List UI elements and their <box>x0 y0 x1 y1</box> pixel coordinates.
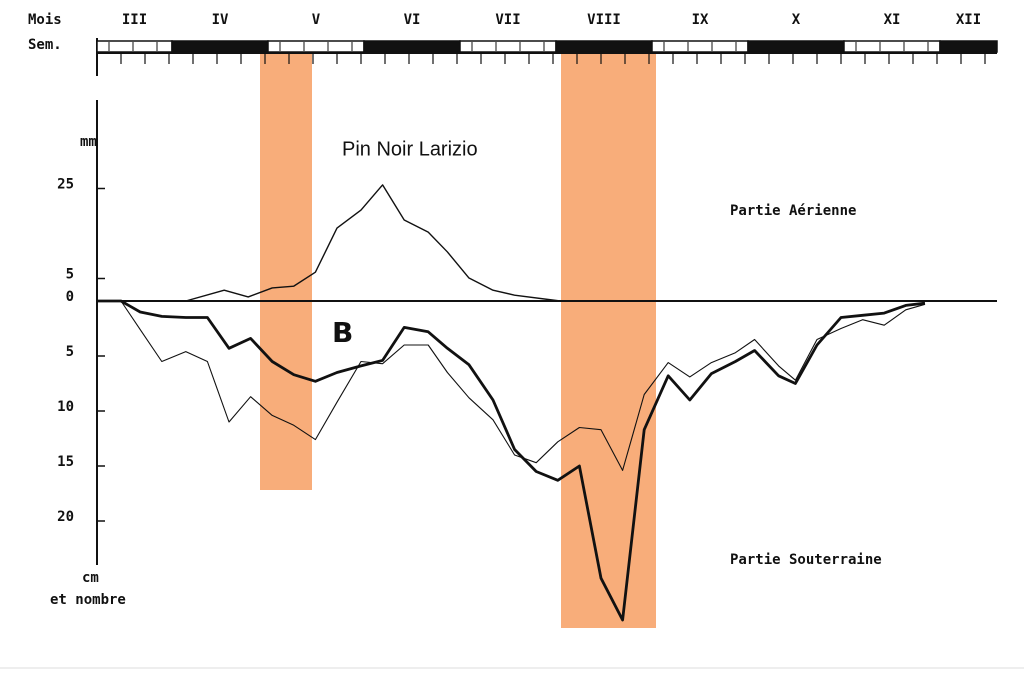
panel-label: B <box>332 316 353 349</box>
annotation: Partie Souterraine <box>730 552 882 568</box>
month-label: III <box>122 12 147 28</box>
month-band <box>267 40 365 53</box>
month-label: IV <box>212 12 229 28</box>
y2-tick-label: 15 <box>57 454 74 470</box>
month-label: XII <box>956 12 981 28</box>
data-line <box>97 300 926 471</box>
y2-axis-label: cm <box>82 570 99 586</box>
month-label: IX <box>692 12 709 28</box>
month-band <box>555 40 653 53</box>
month-band <box>651 40 749 53</box>
month-label: XI <box>884 12 901 28</box>
y-tick-label: 25 <box>57 177 74 193</box>
y2-axis-label: et nombre <box>50 592 126 608</box>
y2-tick-label: 5 <box>66 344 74 360</box>
month-band <box>459 40 557 53</box>
month-label: X <box>792 12 801 28</box>
month-band <box>363 40 461 53</box>
month-label: VII <box>495 12 520 28</box>
data-line <box>97 184 561 302</box>
y-tick-label: 0 <box>66 289 74 305</box>
month-band <box>939 40 998 53</box>
y2-tick-label: 10 <box>57 399 74 415</box>
y-tick-label: 5 <box>66 267 74 283</box>
row-label: Sem. <box>28 37 62 53</box>
month-band <box>96 40 173 53</box>
highlight-band <box>260 50 312 490</box>
chart-title: Pin Noir Larizio <box>342 138 478 160</box>
annotation: Partie Aérienne <box>730 203 856 219</box>
month-band <box>747 40 845 53</box>
highlight-band <box>561 52 656 628</box>
month-label: V <box>312 12 321 28</box>
y2-tick-label: 20 <box>57 509 74 525</box>
month-band <box>843 40 941 53</box>
month-label: VIII <box>587 12 621 28</box>
row-label: Mois <box>28 12 62 28</box>
month-label: VI <box>404 12 421 28</box>
y-axis-label: mm <box>80 134 97 150</box>
month-band <box>171 40 269 53</box>
data-line <box>97 299 926 622</box>
